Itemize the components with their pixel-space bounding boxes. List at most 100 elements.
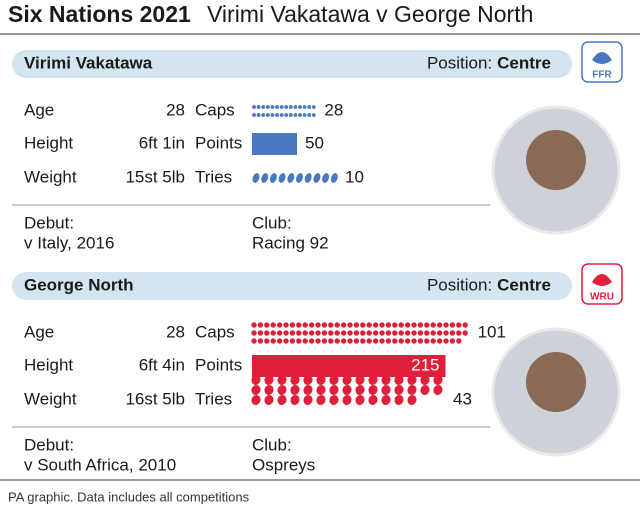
cap-dot	[430, 338, 436, 344]
cap-dot	[353, 330, 360, 336]
try-oval	[329, 375, 339, 385]
cap-dot	[398, 322, 404, 328]
cap-dot	[257, 338, 264, 344]
try-oval	[433, 375, 443, 385]
stat-value: 6ft 1in	[139, 133, 185, 152]
try-oval	[264, 385, 274, 395]
cap-dot	[398, 338, 404, 344]
cap-dot	[257, 322, 264, 328]
try-oval	[290, 385, 300, 395]
try-oval	[290, 375, 300, 385]
try-oval	[269, 173, 277, 183]
stat-label: Points	[195, 355, 242, 374]
player-card: George North Centre Position: WRU Age 28 Heigh…	[12, 263, 623, 474]
stat-label: Points	[195, 133, 242, 152]
try-oval	[394, 375, 404, 385]
cap-dot	[360, 330, 366, 336]
stat-label: Tries	[195, 167, 232, 186]
cap-dot	[334, 330, 340, 336]
cap-dot	[411, 330, 417, 336]
cap-dot	[424, 322, 430, 328]
cap-dot	[436, 322, 443, 328]
cap-dot	[340, 330, 347, 336]
points-bar	[252, 133, 297, 155]
cap-dot	[264, 338, 270, 344]
position-value: Centre	[497, 275, 551, 294]
cap-dot	[311, 113, 316, 117]
caps-dots	[252, 105, 316, 117]
cap-dot	[328, 338, 334, 344]
try-oval	[329, 395, 339, 405]
try-oval	[407, 385, 417, 395]
cap-dot	[443, 330, 449, 336]
cap-dot	[385, 338, 392, 344]
try-oval	[313, 173, 321, 183]
cap-dot	[411, 338, 417, 344]
position-value: Centre	[497, 53, 551, 72]
try-oval	[278, 173, 286, 183]
try-oval	[342, 375, 352, 385]
try-oval	[277, 395, 287, 405]
cap-dot	[288, 105, 293, 109]
cap-dot	[449, 330, 456, 336]
try-oval	[342, 385, 352, 395]
cap-dot	[298, 105, 302, 109]
cap-dot	[276, 330, 283, 336]
cap-dot	[417, 338, 424, 344]
cap-dot	[307, 113, 312, 117]
cap-dot	[366, 338, 372, 344]
try-oval	[407, 375, 417, 385]
stat-value: 28	[166, 100, 185, 119]
cap-dot	[360, 338, 366, 344]
cap-dot	[340, 338, 347, 344]
cap-dot	[284, 105, 289, 109]
cap-dot	[265, 113, 270, 117]
try-oval	[420, 375, 430, 385]
try-oval	[330, 173, 338, 183]
cap-dot	[379, 322, 385, 328]
position-label: Position:	[427, 53, 492, 72]
debut-value: v South Africa, 2010	[24, 455, 176, 474]
try-oval	[316, 385, 326, 395]
cap-dot	[436, 330, 443, 336]
debut-label: Debut:	[24, 213, 74, 232]
try-oval	[342, 395, 352, 405]
stat-label: Height	[24, 133, 73, 152]
cap-dot	[347, 338, 353, 344]
cap-dot	[366, 322, 372, 328]
try-oval	[316, 395, 326, 405]
cap-dot	[372, 330, 379, 336]
stat-label: Age	[24, 322, 54, 341]
cap-dot	[417, 322, 424, 328]
cap-dot	[296, 338, 302, 344]
cap-dot	[353, 338, 360, 344]
cap-dot	[462, 330, 468, 336]
cap-dot	[392, 338, 398, 344]
try-oval	[433, 385, 443, 395]
cap-dot	[302, 330, 308, 336]
club-value: Ospreys	[252, 455, 315, 474]
cap-dot	[347, 330, 353, 336]
cap-dot	[334, 338, 340, 344]
cap-dot	[379, 338, 385, 344]
cap-dot	[449, 338, 456, 344]
points-value: 215	[411, 355, 439, 374]
cap-dot	[436, 338, 443, 344]
try-oval	[368, 375, 378, 385]
try-oval	[368, 395, 378, 405]
cap-dot	[302, 105, 307, 109]
cap-dot	[315, 322, 321, 328]
cap-dot	[311, 105, 316, 109]
cap-dot	[283, 338, 289, 344]
logo-text: WRU	[590, 292, 614, 303]
cap-dot	[256, 105, 261, 109]
try-oval	[420, 385, 430, 395]
cap-dot	[261, 113, 266, 117]
cap-dot	[308, 330, 315, 336]
try-oval	[264, 395, 274, 405]
cap-dot	[261, 105, 266, 109]
stat-value: 15st 5lb	[125, 167, 185, 186]
photo-head	[526, 130, 586, 190]
header-band	[12, 50, 572, 78]
